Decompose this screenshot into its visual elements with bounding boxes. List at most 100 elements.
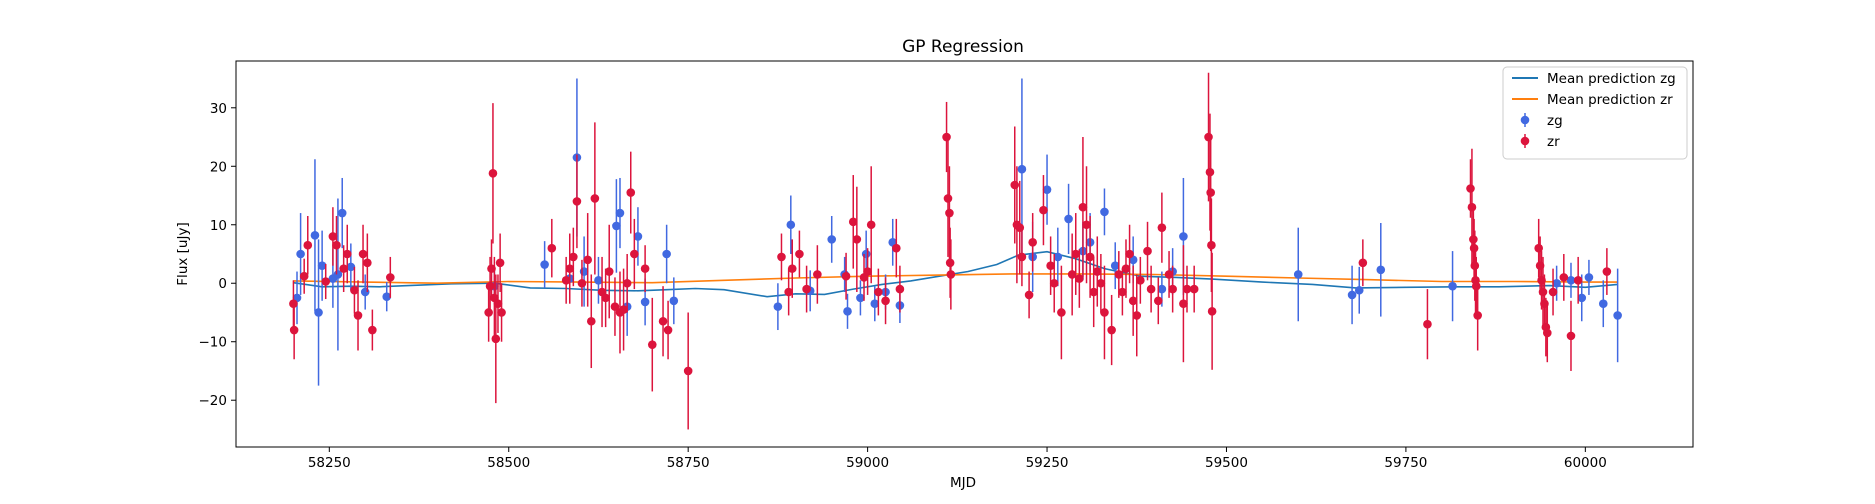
data-point-zg-27 bbox=[827, 235, 837, 244]
data-point-zr-107 bbox=[1206, 188, 1215, 197]
data-point-zr-13 bbox=[368, 325, 377, 335]
data-point-zg-52 bbox=[1376, 265, 1386, 275]
data-point-zr-44 bbox=[658, 316, 668, 326]
legend: Mean prediction zg Mean prediction zr zg zr bbox=[1502, 66, 1688, 160]
data-point-zr-113 bbox=[1467, 202, 1477, 212]
data-point-zr-99 bbox=[1157, 223, 1167, 232]
data-point-zg-18 bbox=[615, 208, 625, 218]
data-point-zr-61 bbox=[892, 243, 901, 253]
data-point-zr-75 bbox=[1046, 261, 1055, 270]
data-point-zg-50 bbox=[1347, 290, 1357, 300]
data-point-zr-112 bbox=[1466, 184, 1475, 193]
data-point-zg-24 bbox=[773, 302, 783, 311]
data-point-zr-72 bbox=[1024, 290, 1034, 300]
data-point-zr-52 bbox=[813, 270, 822, 279]
data-point-zr-80 bbox=[1075, 274, 1084, 283]
x-tick-label-58250: 58250 bbox=[308, 455, 351, 471]
data-point-zr-74 bbox=[1039, 205, 1048, 215]
data-point-zr-59 bbox=[874, 287, 883, 297]
data-point-zr-40 bbox=[626, 188, 636, 197]
data-point-zg-39 bbox=[1053, 252, 1063, 262]
data-point-zr-50 bbox=[795, 249, 804, 259]
data-point-zr-88 bbox=[1107, 325, 1116, 335]
data-point-zr-92 bbox=[1125, 249, 1134, 259]
data-point-zr-129 bbox=[1566, 331, 1576, 341]
chart-title: GP Regression bbox=[902, 37, 1024, 57]
data-point-zr-26 bbox=[565, 264, 575, 273]
data-point-zr-94 bbox=[1132, 311, 1142, 320]
data-point-zr-2 bbox=[299, 271, 309, 281]
data-point-zr-76 bbox=[1049, 278, 1059, 288]
data-point-zg-51 bbox=[1354, 285, 1364, 295]
data-point-zr-78 bbox=[1067, 270, 1077, 279]
data-point-zr-71 bbox=[1017, 252, 1027, 262]
y-tick-label-20: 20 bbox=[210, 159, 227, 175]
data-point-zg-43 bbox=[1100, 207, 1109, 217]
data-point-zr-123 bbox=[1538, 287, 1548, 297]
y-axis: −20 −10 0 10 20 30 bbox=[199, 101, 236, 409]
legend-swatch-zg bbox=[1520, 115, 1530, 125]
data-point-zg-53 bbox=[1448, 281, 1457, 291]
data-point-zr-64 bbox=[943, 194, 953, 203]
data-point-zr-58 bbox=[866, 220, 876, 230]
x-axis: 58250 58500 58750 59000 59250 59500 59750 60000 bbox=[308, 447, 1607, 471]
data-point-zr-102 bbox=[1179, 299, 1188, 309]
data-point-zg-9 bbox=[360, 287, 370, 297]
data-point-zr-55 bbox=[852, 235, 862, 244]
x-tick-label-59500: 59500 bbox=[1205, 455, 1248, 471]
y-tick-label-10: 10 bbox=[210, 218, 227, 234]
data-point-zr-101 bbox=[1168, 284, 1177, 294]
data-point-zr-111 bbox=[1423, 319, 1432, 329]
data-point-zg-16 bbox=[594, 276, 603, 285]
data-point-zr-31 bbox=[586, 316, 596, 326]
data-point-zg-49 bbox=[1293, 270, 1303, 279]
data-point-zr-47 bbox=[777, 252, 786, 262]
data-point-zg-1 bbox=[296, 249, 305, 259]
data-point-zr-20 bbox=[491, 334, 501, 344]
data-point-zr-97 bbox=[1146, 284, 1156, 294]
data-point-zg-32 bbox=[870, 299, 880, 309]
data-point-zr-90 bbox=[1118, 287, 1127, 297]
y-tick-label-30: 30 bbox=[210, 101, 227, 117]
data-point-zr-8 bbox=[342, 249, 352, 259]
data-point-zr-83 bbox=[1085, 252, 1095, 262]
data-point-zr-57 bbox=[863, 267, 872, 276]
x-tick-label-60000: 60000 bbox=[1564, 455, 1607, 471]
data-point-zg-48 bbox=[1179, 232, 1188, 241]
data-point-zr-95 bbox=[1136, 276, 1145, 285]
data-point-zg-22 bbox=[662, 249, 671, 259]
data-point-zr-41 bbox=[630, 249, 639, 259]
data-point-zg-7 bbox=[337, 208, 347, 218]
data-point-zr-119 bbox=[1473, 311, 1482, 320]
data-point-zr-108 bbox=[1207, 240, 1216, 250]
x-tick-label-58500: 58500 bbox=[487, 455, 530, 471]
plot-frame bbox=[235, 60, 1694, 448]
data-point-zr-70 bbox=[1015, 223, 1025, 232]
data-point-zr-45 bbox=[663, 325, 673, 335]
data-point-zr-16 bbox=[485, 281, 495, 291]
y-tick-label-0: 0 bbox=[218, 276, 227, 292]
data-point-zr-35 bbox=[604, 267, 614, 276]
x-tick-label-59250: 59250 bbox=[1026, 455, 1069, 471]
data-point-zg-30 bbox=[856, 293, 865, 303]
data-point-zr-67 bbox=[946, 270, 956, 279]
data-point-zr-84 bbox=[1089, 287, 1098, 297]
data-point-zr-30 bbox=[583, 255, 592, 265]
data-point-zg-12 bbox=[540, 260, 549, 269]
data-point-zr-104 bbox=[1189, 284, 1199, 294]
data-point-zr-110 bbox=[1358, 258, 1368, 268]
data-point-zr-38 bbox=[619, 305, 628, 314]
data-point-zr-48 bbox=[784, 287, 793, 297]
data-point-zg-4 bbox=[317, 261, 327, 270]
x-axis-label: MJD bbox=[950, 475, 976, 491]
y-tick-label--10: −10 bbox=[199, 335, 228, 351]
data-point-zr-5 bbox=[328, 232, 338, 241]
data-point-zg-21 bbox=[640, 297, 650, 307]
data-point-zg-55 bbox=[1566, 276, 1576, 285]
data-point-zr-60 bbox=[881, 296, 890, 306]
data-point-zr-46 bbox=[683, 366, 693, 376]
series-zg-points bbox=[292, 78, 1622, 386]
data-point-zr-21 bbox=[493, 299, 503, 309]
data-point-zr-1 bbox=[289, 325, 299, 335]
